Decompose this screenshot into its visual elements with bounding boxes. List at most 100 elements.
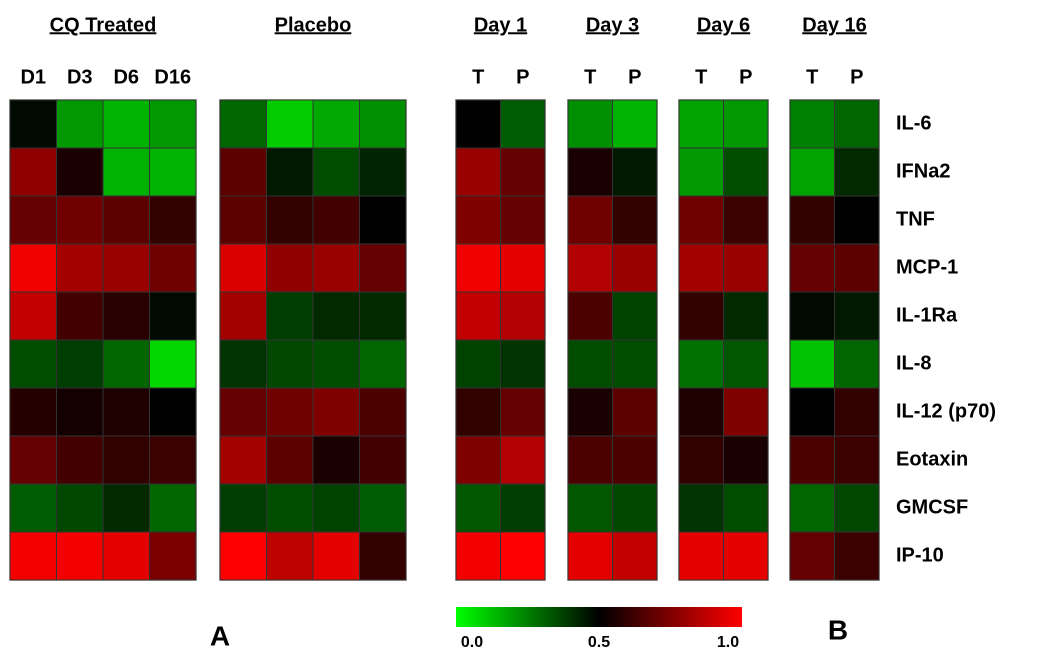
- row-label: IFNa2: [896, 160, 950, 182]
- heatmap-cell: [219, 339, 267, 389]
- heatmap-cell: [612, 99, 658, 149]
- heatmap-cell: [312, 483, 360, 533]
- heatmap-cell: [455, 99, 501, 149]
- heatmap-cell: [312, 435, 360, 485]
- heatmap-cell: [500, 435, 546, 485]
- heatmap-cell: [56, 147, 104, 197]
- heatmap-cell: [567, 339, 613, 389]
- heatmap-cell: [149, 387, 197, 437]
- heatmap-cell: [149, 531, 197, 581]
- heatmap-cell: [312, 99, 360, 149]
- panel-title: CQ Treated: [50, 14, 157, 36]
- heatmap-cell: [567, 147, 613, 197]
- heatmap-cell: [567, 531, 613, 581]
- heatmap-cell: [789, 291, 835, 341]
- heatmap-cell: [500, 147, 546, 197]
- heatmap-cell: [266, 387, 314, 437]
- column-label: P: [739, 66, 752, 88]
- heatmap-cell: [102, 99, 150, 149]
- heatmap-cell: [312, 243, 360, 293]
- heatmap-cell: [723, 387, 769, 437]
- heatmap-cell: [567, 435, 613, 485]
- heatmap-cell: [266, 339, 314, 389]
- heatmap-cell: [9, 195, 57, 245]
- heatmap-cell: [266, 483, 314, 533]
- heatmap-cell: [834, 243, 880, 293]
- heatmap-cell: [612, 291, 658, 341]
- heatmap-cell: [500, 387, 546, 437]
- heatmap-cell: [266, 435, 314, 485]
- heatmap-cell: [834, 195, 880, 245]
- column-label: D1: [20, 66, 46, 88]
- heatmap-cell: [56, 531, 104, 581]
- row-label: IL-1Ra: [896, 304, 958, 326]
- column-label: P: [516, 66, 529, 88]
- heatmap-cell: [612, 243, 658, 293]
- heatmap-cell: [149, 291, 197, 341]
- heatmap-cell: [149, 243, 197, 293]
- heatmap-cell: [9, 243, 57, 293]
- heatmap-cell: [834, 483, 880, 533]
- heatmap-cell: [789, 387, 835, 437]
- heatmap-cell: [149, 483, 197, 533]
- row-label: IL-12 (p70): [896, 400, 996, 422]
- row-label: MCP-1: [896, 256, 958, 278]
- heatmap-cell: [678, 531, 724, 581]
- heatmap-cell: [266, 291, 314, 341]
- column-label: T: [806, 66, 818, 88]
- panel-title: Placebo: [275, 14, 352, 36]
- heatmap-cell: [678, 291, 724, 341]
- heatmap-cell: [102, 147, 150, 197]
- heatmap-cell: [359, 195, 407, 245]
- heatmap-cell: [678, 435, 724, 485]
- heatmap-cell: [9, 435, 57, 485]
- heatmap-cell: [834, 435, 880, 485]
- heatmap-cell: [359, 483, 407, 533]
- panel-label: B: [828, 614, 848, 645]
- heatmap-cell: [789, 483, 835, 533]
- heatmap-cell: [312, 531, 360, 581]
- panel-title: Day 3: [586, 14, 639, 36]
- heatmap-cell: [102, 387, 150, 437]
- heatmap-cell: [266, 531, 314, 581]
- heatmap-cell: [789, 531, 835, 581]
- heatmap-cell: [567, 99, 613, 149]
- panel-title: Day 16: [802, 14, 867, 36]
- heatmap-cell: [359, 243, 407, 293]
- heatmap-cell: [102, 339, 150, 389]
- heatmap-cell: [56, 243, 104, 293]
- heatmap-cell: [500, 291, 546, 341]
- heatmap-cell: [612, 531, 658, 581]
- heatmap-cell: [219, 531, 267, 581]
- heatmap-cell: [359, 531, 407, 581]
- heatmap-cell: [500, 99, 546, 149]
- heatmap-cell: [312, 291, 360, 341]
- heatmap-cell: [678, 339, 724, 389]
- heatmap-cell: [455, 147, 501, 197]
- heatmap-cell: [56, 339, 104, 389]
- heatmap-cell: [567, 195, 613, 245]
- colorbar: [456, 607, 742, 627]
- colorbar-tick-label: 0.0: [461, 634, 483, 651]
- heatmap-cell: [612, 339, 658, 389]
- heatmap-cell: [359, 435, 407, 485]
- colorbar-tick-label: 1.0: [717, 634, 739, 651]
- heatmap-cell: [723, 195, 769, 245]
- column-label: D3: [67, 66, 93, 88]
- column-label: T: [472, 66, 484, 88]
- heatmap-cell: [723, 339, 769, 389]
- heatmap-cell: [723, 243, 769, 293]
- heatmap-cell: [219, 147, 267, 197]
- heatmap-cell: [9, 291, 57, 341]
- heatmap-cell: [834, 339, 880, 389]
- heatmap-cell: [834, 99, 880, 149]
- heatmap-cell: [102, 435, 150, 485]
- heatmap-cell: [834, 387, 880, 437]
- heatmap-cell: [789, 195, 835, 245]
- heatmap-cell: [9, 387, 57, 437]
- heatmap-cell: [219, 291, 267, 341]
- heatmap-cell: [9, 483, 57, 533]
- heatmap-cell: [455, 483, 501, 533]
- heatmap-cell: [312, 387, 360, 437]
- heatmap-cell: [149, 195, 197, 245]
